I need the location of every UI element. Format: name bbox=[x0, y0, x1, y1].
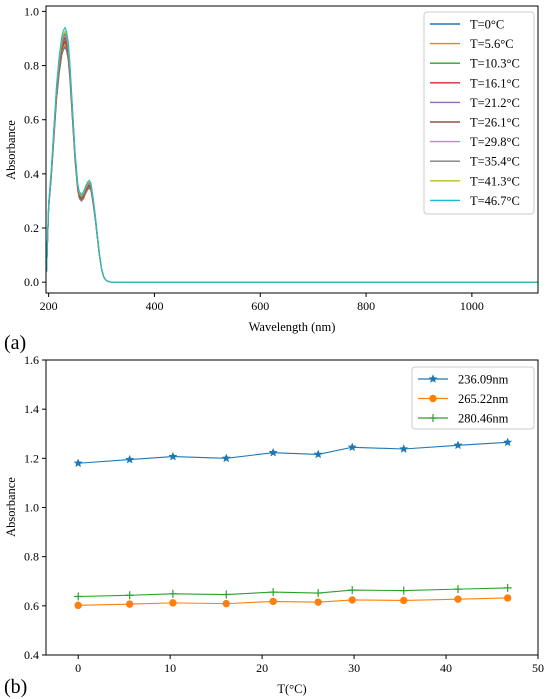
data-point bbox=[222, 590, 231, 599]
x-tick-label: 10 bbox=[164, 661, 176, 675]
data-point bbox=[348, 596, 356, 604]
data-point bbox=[453, 585, 462, 594]
y-tick-label: 0.6 bbox=[24, 113, 39, 127]
data-point bbox=[269, 597, 277, 606]
data-point bbox=[313, 449, 323, 459]
legend-entry: T=10.3°C bbox=[470, 57, 520, 71]
data-point bbox=[347, 442, 357, 452]
legend-b: 236.09nm 265.22nm 280.46nm bbox=[411, 366, 535, 430]
legend-entry: T=21.2°C bbox=[470, 96, 520, 110]
data-point bbox=[399, 444, 409, 453]
panel-label-a: (a) bbox=[4, 332, 26, 354]
axes-ticks-a: 200 400 600 800 1000 0.0 0.2 0.4 0.6 0.8 1.0 bbox=[24, 4, 484, 313]
data-point bbox=[429, 414, 437, 422]
legend-entry: T=16.1°C bbox=[470, 76, 520, 90]
legend-entry: T=5.6°C bbox=[470, 37, 514, 51]
data-point bbox=[503, 594, 512, 602]
y-tick-label: 1.6 bbox=[24, 353, 39, 367]
panel-b: 0 10 20 30 40 50 0.4 0.6 0.8 1.0 1.2 1.4 1.6 T(°C) A… bbox=[4, 353, 544, 698]
data-point bbox=[314, 589, 323, 598]
data-point bbox=[428, 374, 438, 383]
legend-box-b bbox=[411, 366, 535, 430]
series-line bbox=[78, 597, 508, 606]
legend-entry: 265.22nm bbox=[458, 392, 509, 406]
data-point bbox=[125, 454, 135, 464]
legend-entry: T=41.3°C bbox=[470, 174, 520, 188]
x-tick-label: 40 bbox=[440, 661, 452, 675]
data-point bbox=[429, 394, 437, 403]
y-tick-label: 1.4 bbox=[24, 402, 39, 416]
legend-entry: T=0°C bbox=[470, 18, 504, 32]
y-tick-label: 1.2 bbox=[24, 451, 39, 465]
data-point bbox=[268, 447, 278, 457]
y-tick-label: 0.6 bbox=[24, 599, 39, 613]
data-point bbox=[74, 601, 82, 610]
data-point bbox=[73, 458, 83, 468]
data-point bbox=[399, 586, 408, 595]
data-point bbox=[269, 588, 278, 597]
plot-area-b bbox=[73, 437, 513, 610]
data-point bbox=[168, 451, 178, 461]
y-tick-label: 0.4 bbox=[24, 648, 39, 662]
x-tick-label: 400 bbox=[145, 299, 163, 313]
panel-label-b: (b) bbox=[4, 676, 27, 698]
legend-entry: T=29.8°C bbox=[470, 135, 520, 149]
data-point bbox=[221, 453, 231, 463]
legend-entry: 280.46nm bbox=[458, 412, 509, 426]
series-line bbox=[78, 587, 508, 598]
plot-area-a bbox=[45, 26, 538, 283]
y-axis-label-a: Absorbance bbox=[4, 120, 18, 180]
axes-ticks-b: 0 10 20 30 40 50 0.4 0.6 0.8 1.0 1.2 1.4 1.6 bbox=[24, 353, 544, 675]
axes-frame-a bbox=[45, 5, 539, 294]
data-point bbox=[125, 591, 134, 600]
data-point bbox=[125, 600, 134, 608]
legend-entry: T=26.1°C bbox=[470, 116, 520, 130]
y-tick-label: 0.8 bbox=[24, 59, 39, 73]
data-point bbox=[314, 598, 322, 606]
x-axis-label-a: Wavelength (nm) bbox=[249, 320, 336, 334]
data-point bbox=[400, 596, 408, 605]
legend-entry: T=46.7°C bbox=[470, 194, 520, 208]
x-tick-label: 1000 bbox=[460, 299, 484, 313]
data-point bbox=[348, 586, 357, 595]
y-tick-label: 0.8 bbox=[24, 550, 39, 564]
legend-entry: 236.09nm bbox=[458, 373, 509, 387]
data-point bbox=[503, 583, 512, 592]
series-line bbox=[45, 26, 538, 283]
data-point bbox=[74, 592, 83, 601]
x-tick-label: 0 bbox=[75, 661, 81, 675]
x-tick-label: 30 bbox=[348, 661, 360, 675]
data-point bbox=[454, 595, 462, 603]
x-tick-label: 200 bbox=[40, 299, 58, 313]
data-point bbox=[222, 599, 230, 608]
y-tick-label: 0.4 bbox=[24, 167, 39, 181]
x-axis-label-b: T(°C) bbox=[277, 682, 306, 696]
legend-entry: T=35.4°C bbox=[470, 155, 520, 169]
series-line bbox=[78, 441, 508, 464]
panel-a: 200 400 600 800 1000 0.0 0.2 0.4 0.6 0.8 1.0 Wavel… bbox=[4, 4, 539, 354]
x-tick-label: 800 bbox=[357, 299, 375, 313]
y-tick-label: 1.0 bbox=[24, 4, 39, 18]
data-point bbox=[169, 599, 177, 607]
x-tick-label: 600 bbox=[251, 299, 269, 313]
data-point bbox=[453, 440, 463, 450]
data-point bbox=[168, 589, 177, 598]
x-tick-label: 20 bbox=[256, 661, 268, 675]
x-tick-label: 50 bbox=[532, 661, 544, 675]
y-axis-label-b: Absorbance bbox=[4, 477, 18, 537]
data-point bbox=[502, 437, 513, 447]
y-tick-label: 1.0 bbox=[24, 501, 39, 515]
y-tick-label: 0.0 bbox=[24, 275, 39, 289]
y-tick-label: 0.2 bbox=[24, 221, 39, 235]
legend-a: T=0°C T=5.6°C T=10.3°C T=16.1°C T=21.2°C T=26… bbox=[423, 11, 535, 215]
